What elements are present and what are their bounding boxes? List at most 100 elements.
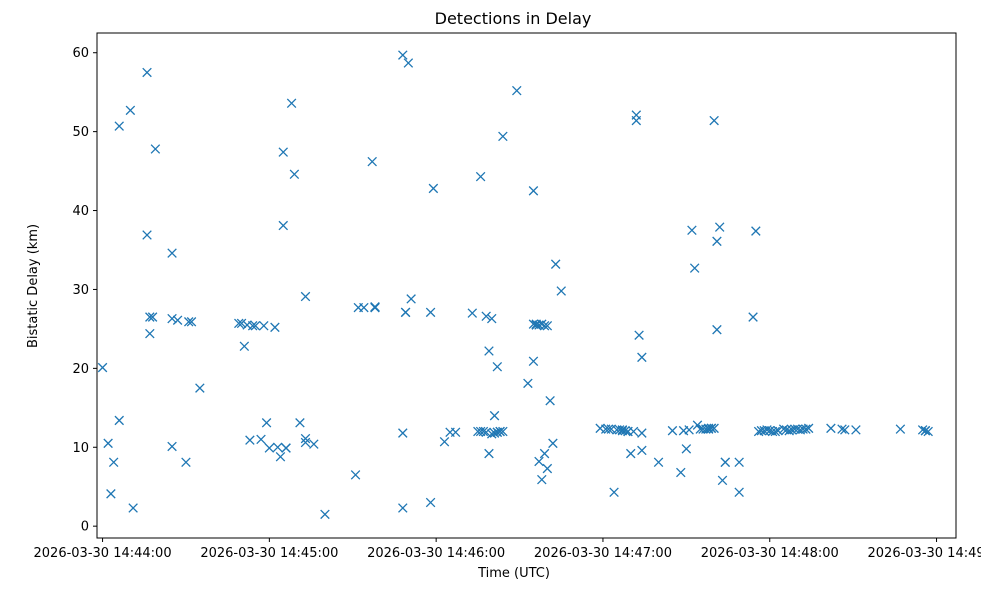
data-point-marker — [181, 457, 191, 468]
y-tick-label: 10 — [72, 441, 89, 456]
data-point-marker — [637, 445, 647, 456]
data-point-marker — [234, 318, 244, 329]
data-point-marker — [150, 144, 161, 154]
data-point-marker — [498, 131, 508, 142]
data-point-marker — [556, 286, 567, 296]
data-point-marker — [295, 418, 305, 428]
data-point-marker — [281, 443, 291, 453]
data-point-marker — [542, 463, 553, 474]
data-point-marker — [114, 415, 124, 426]
data-point-marker — [512, 85, 522, 96]
data-point-marker — [272, 442, 283, 453]
data-point-marker — [264, 443, 275, 453]
data-point-marker — [637, 352, 647, 363]
data-point-marker — [851, 425, 861, 435]
data-point-marker — [803, 423, 814, 434]
y-axis-label: Bistatic Delay (km) — [26, 224, 41, 348]
data-point-marker — [270, 322, 280, 333]
y-tick-label: 40 — [72, 204, 89, 219]
data-point-marker — [528, 186, 539, 196]
data-point-marker — [236, 318, 247, 329]
data-point-marker — [406, 294, 416, 304]
data-point-marker — [801, 424, 811, 434]
data-point-marker — [837, 424, 847, 434]
data-point-marker — [734, 487, 744, 497]
x-tick-label: 2026-03-30 14:46:00 — [367, 546, 505, 561]
data-point-marker — [609, 487, 619, 497]
data-point-marker — [428, 183, 439, 194]
data-point-marker — [97, 362, 108, 373]
data-point-marker — [706, 423, 717, 434]
data-point-marker — [195, 383, 205, 393]
data-point-marker — [709, 423, 719, 434]
data-point-marker — [717, 475, 728, 486]
data-point-marker — [895, 424, 906, 434]
data-point-marker — [484, 448, 494, 459]
data-point-marker — [370, 302, 380, 313]
y-tick-label: 50 — [72, 125, 89, 140]
data-point-marker — [103, 438, 113, 449]
data-point-marker — [689, 263, 700, 273]
data-point-marker — [481, 427, 491, 438]
y-tick-label: 0 — [81, 520, 89, 535]
plot-area-frame — [96, 32, 957, 539]
data-point-marker — [300, 437, 311, 448]
data-point-marker — [826, 423, 836, 434]
data-point-marker — [350, 470, 361, 480]
data-point-marker — [172, 315, 183, 325]
data-point-marker — [125, 105, 136, 116]
data-point-marker — [286, 98, 297, 108]
data-point-marker — [439, 436, 450, 447]
y-tick-label: 20 — [72, 362, 89, 377]
data-point-marker — [320, 509, 330, 520]
data-point-marker — [684, 425, 694, 435]
data-point-marker — [637, 428, 647, 438]
x-axis-label: Time (UTC) — [477, 566, 550, 581]
data-point-marker — [398, 503, 408, 513]
data-point-marker — [259, 320, 269, 331]
data-point-marker — [245, 435, 255, 445]
data-point-marker — [167, 313, 177, 324]
data-point-marker — [167, 248, 177, 258]
data-point-marker — [734, 457, 744, 468]
data-point-marker — [106, 489, 116, 499]
data-point-marker — [625, 448, 636, 459]
x-axis-ticks: 2026-03-30 14:44:00 2026-03-30 14:45:00 20… — [34, 538, 981, 561]
data-point-marker — [300, 291, 311, 302]
data-point-marker — [278, 220, 289, 231]
data-point-marker — [923, 426, 933, 437]
data-point-marker — [183, 317, 194, 327]
data-point-marker — [425, 497, 436, 508]
data-point-marker — [478, 426, 489, 437]
data-point-marker — [145, 328, 155, 339]
data-point-marker — [628, 426, 639, 437]
data-point-marker — [250, 320, 261, 331]
data-point-marker — [309, 439, 319, 449]
x-tick-label: 2026-03-30 14:47:00 — [534, 546, 672, 561]
data-point-marker — [920, 425, 931, 436]
data-point-marker — [278, 147, 289, 157]
data-point-marker — [770, 426, 781, 437]
data-point-marker — [147, 312, 158, 322]
x-tick-label: 2026-03-30 14:45:00 — [200, 546, 338, 561]
data-point-marker — [634, 330, 644, 340]
data-point-marker — [484, 346, 494, 356]
data-point-marker — [714, 222, 725, 232]
data-point-marker — [542, 320, 553, 331]
data-point-marker — [537, 319, 547, 329]
data-point-marker — [398, 428, 408, 438]
data-point-marker — [840, 425, 850, 435]
data-point-marker — [631, 110, 642, 120]
data-point-marker — [486, 313, 497, 324]
data-point-marker — [142, 230, 152, 240]
data-point-marker — [534, 456, 544, 467]
data-point-marker — [751, 226, 761, 236]
data-point-marker — [475, 171, 486, 182]
data-point-marker — [275, 451, 286, 462]
data-point-marker — [537, 474, 547, 485]
data-point-marker — [784, 425, 794, 436]
data-point-marker — [359, 302, 369, 313]
data-point-marker — [489, 410, 500, 421]
data-point-marker — [495, 426, 505, 437]
data-point-marker — [145, 312, 155, 322]
